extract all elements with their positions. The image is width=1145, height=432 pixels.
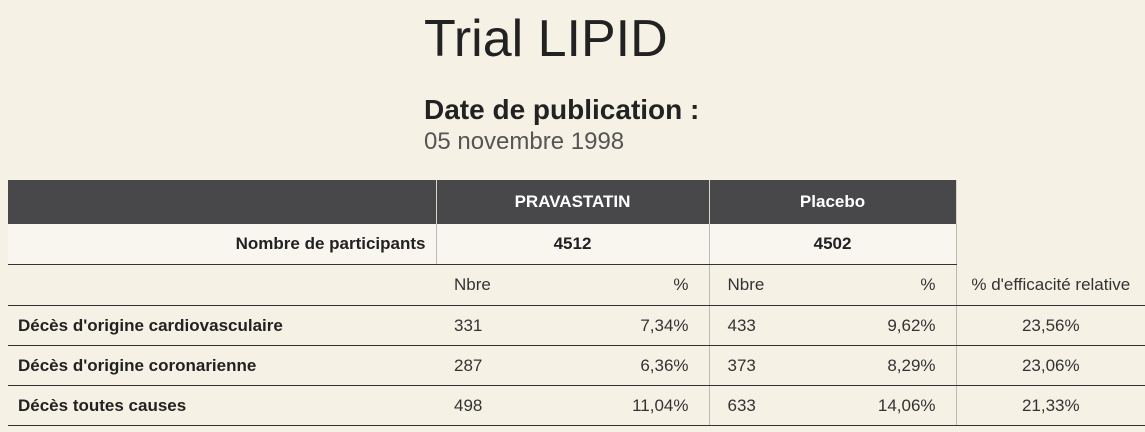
- row-label: Décès d'origine cardiovasculaire: [8, 305, 436, 346]
- table-row: Décès d'origine coronarienne 287 6,36% 3…: [8, 345, 1145, 386]
- subheader-pravastatin-pct: %: [576, 264, 710, 306]
- header-placebo: Placebo: [709, 180, 957, 224]
- subheader-row: Nbre % Nbre % % d'efficacité relative: [8, 264, 1145, 306]
- subheader-placebo-nbre: Nbre: [708, 264, 850, 306]
- header-pravastatin: PRAVASTATIN: [436, 180, 710, 224]
- subheader-efficacy: % d'efficacité relative: [955, 264, 1145, 306]
- subheader-pravastatin-nbre: Nbre: [436, 264, 576, 306]
- subheader-empty-cell: [8, 264, 436, 306]
- pravastatin-pct: 6,36%: [576, 345, 710, 386]
- relative-efficacy: 21,33%: [955, 385, 1145, 426]
- participants-label: Nombre de participants: [8, 224, 437, 265]
- subheader-placebo-pct: %: [849, 264, 957, 306]
- publication-date-label: Date de publication :: [424, 94, 700, 125]
- pravastatin-nbre: 287: [436, 345, 576, 386]
- row-label: Décès d'origine coronarienne: [8, 345, 436, 386]
- relative-efficacy: 23,06%: [955, 345, 1145, 386]
- participants-placebo: 4502: [709, 224, 957, 265]
- pravastatin-nbre: 331: [436, 305, 576, 346]
- placebo-nbre: 373: [708, 345, 850, 386]
- participants-empty-cell: [956, 224, 1145, 265]
- table-group-header-row: PRAVASTATIN Placebo: [8, 180, 1145, 224]
- header-empty-cell: [956, 180, 1145, 224]
- header-blank-cell: [8, 180, 437, 224]
- row-label: Décès toutes causes: [8, 385, 436, 426]
- placebo-nbre: 433: [708, 305, 850, 346]
- participants-row: Nombre de participants 4512 4502: [8, 224, 1145, 265]
- placebo-pct: 14,06%: [849, 385, 957, 426]
- pravastatin-nbre: 498: [436, 385, 576, 426]
- placebo-pct: 8,29%: [849, 345, 957, 386]
- participants-pravastatin: 4512: [436, 224, 710, 265]
- placebo-pct: 9,62%: [849, 305, 957, 346]
- placebo-nbre: 633: [708, 385, 850, 426]
- table-row: Décès d'origine cardiovasculaire 331 7,3…: [8, 305, 1145, 346]
- pravastatin-pct: 7,34%: [576, 305, 710, 346]
- page-title: Trial LIPID: [424, 10, 668, 68]
- pravastatin-pct: 11,04%: [576, 385, 710, 426]
- publication-date: 05 novembre 1998: [424, 128, 625, 155]
- table-row: Décès toutes causes 498 11,04% 633 14,06…: [8, 385, 1145, 426]
- trial-results-table: PRAVASTATIN Placebo Nombre de participan…: [8, 180, 1145, 426]
- relative-efficacy: 23,56%: [955, 305, 1145, 346]
